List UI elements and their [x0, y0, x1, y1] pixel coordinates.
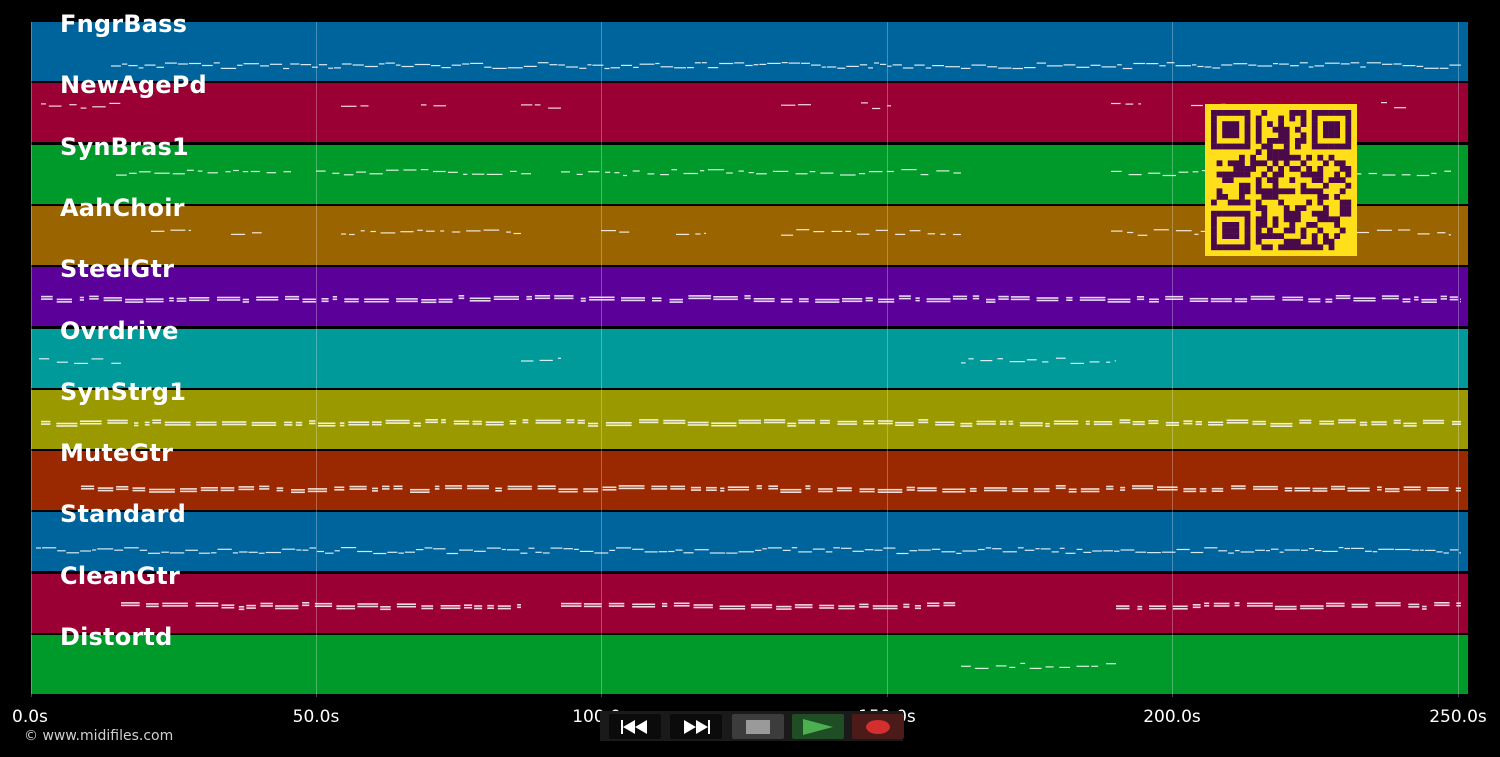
- stop-icon: [746, 719, 770, 734]
- rewind-icon: [621, 719, 647, 734]
- record-button[interactable]: [852, 714, 904, 739]
- track-lane-standard[interactable]: Standard: [31, 500, 1468, 574]
- track-lane-fngrbass[interactable]: FngrBass: [31, 10, 1468, 83]
- fast-forward-icon: [684, 719, 710, 734]
- copyright-text: © www.midifiles.com: [24, 728, 174, 744]
- track-name: SteelGtr: [60, 255, 175, 284]
- transport-bar: [600, 711, 904, 741]
- qr-code-image: [1211, 110, 1352, 251]
- track-name: CleanGtr: [60, 561, 181, 590]
- qr-code: [1205, 104, 1357, 256]
- track-name: SynStrg1: [60, 377, 187, 406]
- track-lane-mutegtr[interactable]: MuteGtr: [31, 439, 1468, 513]
- track-notes: [961, 662, 1116, 669]
- time-tick-label: 50.0s: [292, 707, 340, 727]
- track-lanes: FngrBass NewAgePd SynBras1 AahChoir SteelGtr…: [31, 10, 1468, 697]
- track-lane-synstrg1[interactable]: SynStrg1: [31, 378, 1468, 451]
- track-notes: [81, 485, 1461, 494]
- track-lane-ovrdrive[interactable]: Ovrdrive: [31, 317, 1468, 390]
- track-name: Ovrdrive: [60, 316, 179, 345]
- track-name: Standard: [60, 500, 187, 529]
- track-name: SynBras1: [60, 132, 189, 161]
- track-lane-steelgtr[interactable]: SteelGtr: [31, 255, 1468, 329]
- time-gridline: [1172, 22, 1173, 697]
- track-lane-distortd[interactable]: Distortd: [31, 623, 1468, 696]
- track-notes: [41, 102, 1406, 110]
- track-name: NewAgePd: [60, 71, 207, 100]
- time-tick-label: 250.0s: [1429, 707, 1487, 727]
- track-name: FngrBass: [60, 10, 188, 38]
- time-tick-label: 200.0s: [1143, 707, 1201, 727]
- track-notes: [41, 418, 1461, 427]
- track-notes: [121, 601, 1461, 610]
- time-gridline: [1458, 22, 1459, 697]
- time-gridline: [316, 22, 317, 697]
- track-lane-cleangtr[interactable]: CleanGtr: [31, 562, 1468, 635]
- track-notes: [36, 547, 1461, 555]
- track-notes: [41, 295, 1461, 304]
- track-name: MuteGtr: [60, 439, 174, 468]
- track-notes: [39, 357, 1116, 364]
- time-tick-label: 0.0s: [12, 707, 48, 727]
- time-gridline: [887, 22, 888, 697]
- track-name: Distortd: [60, 623, 173, 651]
- play-icon: [803, 718, 833, 735]
- fast-forward-button[interactable]: [670, 714, 722, 739]
- record-icon: [866, 719, 890, 734]
- time-gridline: [601, 22, 602, 697]
- play-button[interactable]: [792, 714, 844, 739]
- stop-button[interactable]: [732, 714, 784, 739]
- track-name: AahChoir: [60, 193, 185, 222]
- track-notes: [111, 62, 1461, 70]
- time-gridline: [31, 22, 32, 697]
- rewind-button[interactable]: [609, 714, 661, 739]
